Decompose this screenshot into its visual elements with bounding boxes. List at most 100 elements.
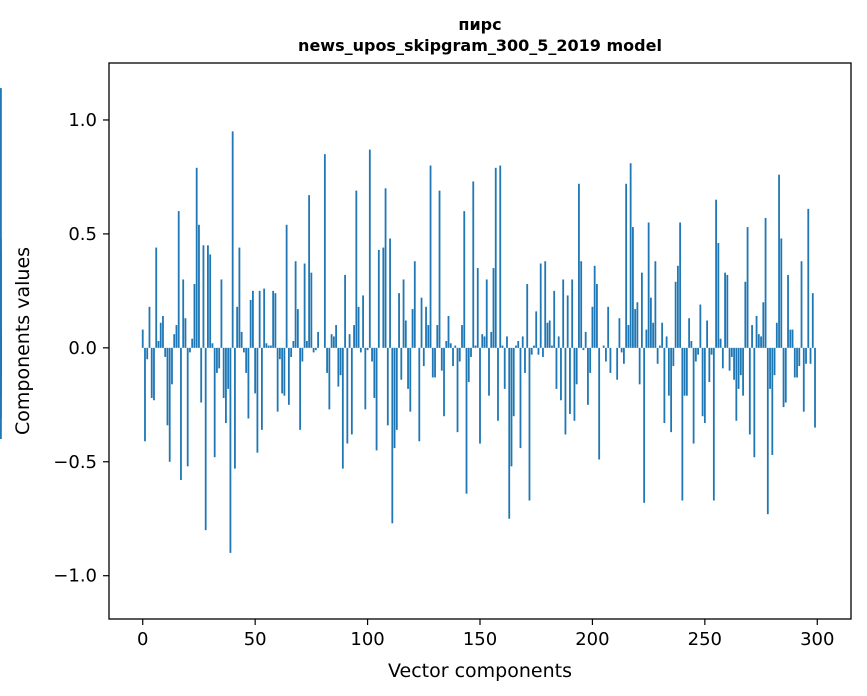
bar-65 bbox=[287, 347, 290, 405]
bar-48 bbox=[249, 299, 252, 348]
bar-195 bbox=[580, 261, 583, 348]
bar-124 bbox=[420, 297, 423, 348]
bar-138 bbox=[452, 347, 454, 367]
bar-186 bbox=[560, 347, 562, 401]
bar-34 bbox=[218, 347, 221, 369]
bar-30 bbox=[209, 254, 212, 348]
bar-164 bbox=[510, 347, 513, 467]
bar-66 bbox=[290, 347, 293, 357]
bar-96 bbox=[357, 306, 360, 348]
bar-260 bbox=[726, 274, 729, 348]
bar-290 bbox=[793, 347, 796, 378]
bar-135 bbox=[445, 341, 448, 348]
bar-64 bbox=[285, 224, 288, 348]
bar-88 bbox=[339, 347, 342, 376]
bar-100 bbox=[366, 347, 369, 351]
bar-251 bbox=[706, 320, 708, 348]
bar-249 bbox=[701, 347, 704, 417]
bar-193 bbox=[575, 347, 578, 385]
bar-220 bbox=[636, 302, 639, 348]
bar-20 bbox=[186, 347, 189, 467]
bar-218 bbox=[632, 227, 634, 348]
bar-53 bbox=[261, 347, 263, 430]
x-tick-label: 50 bbox=[244, 629, 267, 650]
bar-286 bbox=[784, 347, 787, 403]
bar-163 bbox=[508, 347, 511, 519]
bar-277 bbox=[764, 217, 767, 348]
bar-85 bbox=[332, 336, 335, 348]
bar-298 bbox=[811, 293, 814, 348]
bar-21 bbox=[189, 347, 191, 353]
bar-297 bbox=[809, 347, 812, 364]
bar-101 bbox=[368, 149, 371, 348]
bar-262 bbox=[730, 347, 733, 357]
bar-62 bbox=[281, 347, 284, 394]
x-tick-label: 100 bbox=[350, 629, 384, 650]
bar-226 bbox=[649, 297, 652, 348]
bar-70 bbox=[299, 347, 302, 430]
bar-282 bbox=[775, 322, 778, 348]
bar-110 bbox=[389, 238, 391, 348]
bar-198 bbox=[587, 347, 589, 405]
bar-157 bbox=[494, 167, 497, 348]
bar-152 bbox=[483, 336, 486, 348]
bar-73 bbox=[305, 341, 308, 348]
bar-166 bbox=[515, 345, 517, 348]
bar-265 bbox=[737, 347, 740, 389]
x-axis-ticks: 0 50 100 150 200 250 300 bbox=[137, 619, 834, 650]
bar-246 bbox=[694, 347, 697, 362]
bar-51 bbox=[256, 347, 259, 453]
bar-44 bbox=[240, 331, 243, 348]
x-axis-label: Vector components bbox=[388, 660, 572, 682]
bar-222 bbox=[640, 272, 643, 348]
bar-22 bbox=[191, 338, 194, 348]
bar-42 bbox=[236, 306, 239, 348]
bar-10 bbox=[164, 347, 167, 357]
bar-172 bbox=[528, 347, 531, 501]
bar-176 bbox=[537, 347, 540, 355]
bar-264 bbox=[735, 347, 738, 421]
bar-68 bbox=[294, 261, 297, 348]
bar-242 bbox=[685, 347, 688, 396]
bar-3 bbox=[148, 306, 151, 348]
bar-7 bbox=[157, 341, 160, 348]
bar-197 bbox=[584, 331, 587, 348]
bar-202 bbox=[596, 284, 598, 348]
bar-248 bbox=[699, 304, 702, 348]
bar-207 bbox=[607, 306, 610, 348]
bar-29 bbox=[207, 245, 209, 348]
bar-117 bbox=[404, 320, 407, 348]
bar-153 bbox=[485, 279, 488, 348]
bar-17 bbox=[180, 347, 182, 480]
bar-189 bbox=[566, 295, 569, 348]
bar-216 bbox=[627, 325, 630, 348]
bar-234 bbox=[667, 347, 670, 396]
bar-175 bbox=[535, 311, 538, 348]
bar-199 bbox=[589, 347, 592, 373]
bar-272 bbox=[753, 347, 756, 458]
bar-241 bbox=[683, 347, 686, 396]
bar-77 bbox=[314, 347, 317, 351]
bar-undefined bbox=[0, 347, 2, 376]
bar-174 bbox=[533, 345, 535, 348]
bar-235 bbox=[670, 347, 673, 433]
y-tick-label: −1.0 bbox=[53, 566, 97, 587]
bar-90 bbox=[344, 274, 346, 348]
x-tick-label: 150 bbox=[463, 629, 497, 650]
bar-40 bbox=[231, 131, 234, 348]
bar-41 bbox=[234, 347, 236, 469]
bar-221 bbox=[638, 347, 641, 385]
bar-283 bbox=[778, 174, 780, 348]
bar-116 bbox=[402, 279, 405, 348]
bar-158 bbox=[497, 347, 499, 421]
y-tick-label: 1.0 bbox=[68, 110, 97, 131]
bar-112 bbox=[393, 347, 396, 449]
bar-155 bbox=[490, 331, 493, 348]
chart-subtitle: news_upos_skipgram_300_5_2019 model bbox=[298, 36, 662, 55]
bar-126 bbox=[425, 306, 427, 348]
bar-215 bbox=[625, 183, 628, 348]
bar-258 bbox=[721, 347, 724, 369]
bar-227 bbox=[652, 322, 655, 348]
bar-294 bbox=[802, 347, 805, 412]
bar-125 bbox=[422, 347, 425, 367]
